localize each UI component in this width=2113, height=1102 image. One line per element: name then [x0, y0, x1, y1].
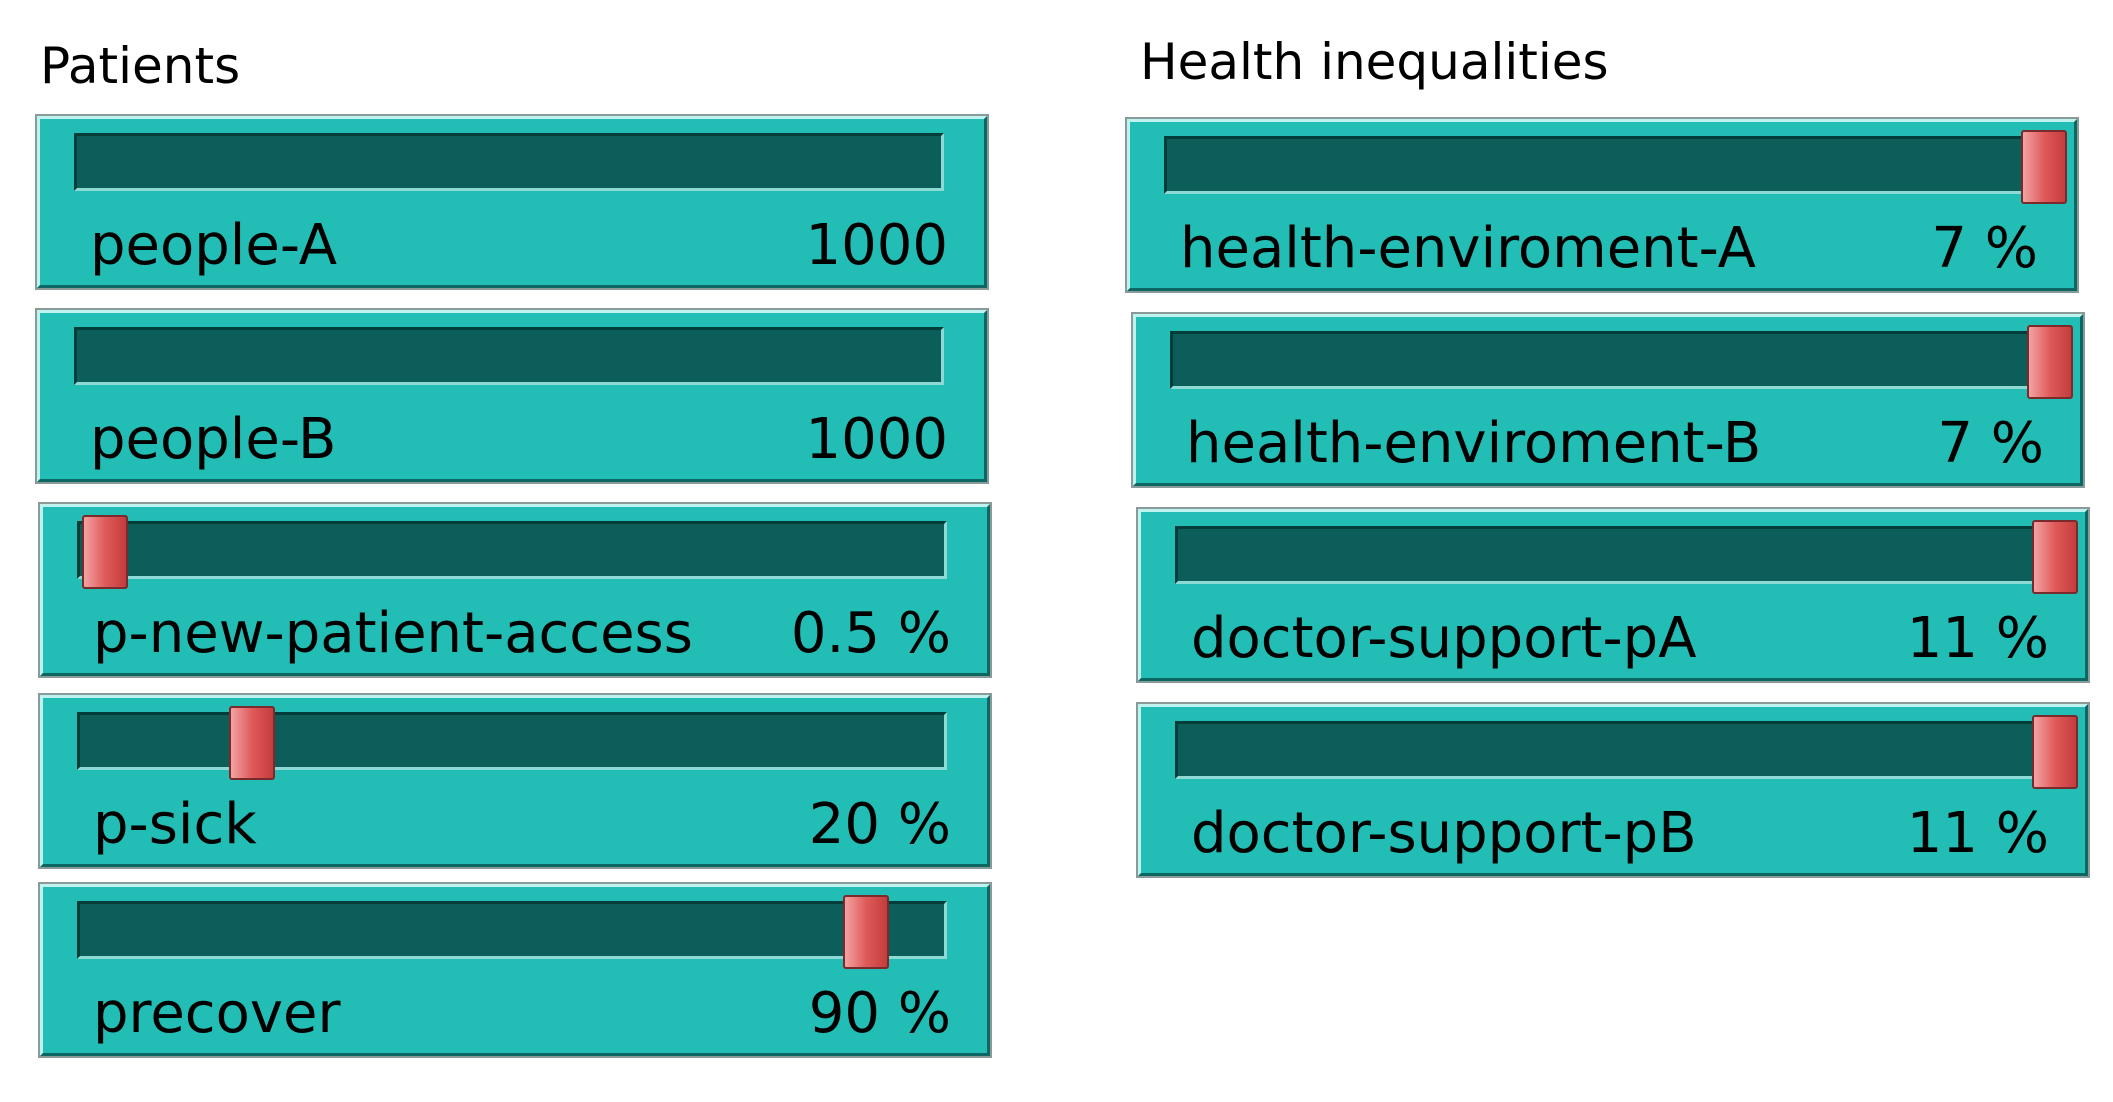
slider[interactable]: doctor-support-pA 11 % — [1138, 509, 2088, 681]
slider-handle[interactable] — [2032, 715, 2078, 789]
units: % — [1995, 606, 2049, 671]
slider-value: 1000 — [805, 211, 948, 281]
slider-label: people-B — [90, 407, 337, 472]
slider-label: doctor-support-pB — [1191, 801, 1697, 866]
value: 90 — [808, 981, 880, 1046]
slider-value: 7 % — [1937, 409, 2044, 479]
slider[interactable]: health-enviroment-B 7 % — [1133, 314, 2083, 486]
slider-handle[interactable] — [229, 706, 275, 780]
slider-track — [77, 521, 947, 579]
slider-label: health-enviroment-A — [1180, 216, 1756, 281]
slider-track — [1170, 331, 2040, 389]
slider[interactable]: health-enviroment-A 7 % — [1127, 119, 2077, 291]
group-title: Health inequalities — [1140, 33, 1609, 91]
slider[interactable]: doctor-support-pB 11 % — [1138, 704, 2088, 876]
slider-value: 11 % — [1907, 604, 2049, 674]
slider-label: p-new-patient-access — [93, 601, 693, 666]
slider-handle[interactable] — [2027, 325, 2073, 399]
slider-label: people-A — [90, 213, 338, 278]
slider-handle[interactable] — [843, 895, 889, 969]
value: 7 — [1931, 216, 1967, 281]
group-title: Patients — [40, 37, 241, 95]
slider-label: p-sick — [93, 792, 257, 857]
slider[interactable]: precover 90 % — [40, 884, 990, 1056]
units: % — [1995, 801, 2049, 866]
slider-label: health-enviroment-B — [1186, 411, 1762, 476]
slider-value: 20 % — [809, 790, 951, 860]
value: 7 — [1937, 411, 1973, 476]
slider-track — [74, 133, 944, 191]
slider-handle[interactable] — [2032, 520, 2078, 594]
units: % — [897, 601, 951, 666]
value: 20 — [808, 792, 880, 857]
value: 1000 — [805, 213, 948, 278]
value: 11 — [1906, 801, 1978, 866]
units: % — [897, 981, 951, 1046]
slider-track — [77, 901, 947, 959]
slider-track — [1175, 721, 2045, 779]
slider-handle[interactable] — [2021, 130, 2067, 204]
slider-track — [1164, 136, 2034, 194]
units: % — [1990, 411, 2044, 476]
value: 11 — [1906, 606, 1978, 671]
slider[interactable]: people-A 1000 — [37, 116, 987, 288]
slider-value: 11 % — [1907, 799, 2049, 869]
slider-track — [1175, 526, 2045, 584]
slider-value: 90 % — [809, 979, 951, 1049]
slider-value: 0.5 % — [791, 599, 951, 669]
slider-handle[interactable] — [82, 515, 128, 589]
slider-track — [74, 327, 944, 385]
units: % — [1984, 216, 2038, 281]
slider-track — [77, 712, 947, 770]
slider[interactable]: p-new-patient-access 0.5 % — [40, 504, 990, 676]
slider-label: doctor-support-pA — [1191, 606, 1697, 671]
units: % — [897, 792, 951, 857]
slider-label: precover — [93, 981, 341, 1046]
slider[interactable]: people-B 1000 — [37, 310, 987, 482]
slider-value: 7 % — [1931, 214, 2038, 284]
value: 1000 — [805, 407, 948, 472]
slider-value: 1000 — [805, 405, 948, 475]
value: 0.5 — [790, 601, 880, 666]
slider[interactable]: p-sick 20 % — [40, 695, 990, 867]
